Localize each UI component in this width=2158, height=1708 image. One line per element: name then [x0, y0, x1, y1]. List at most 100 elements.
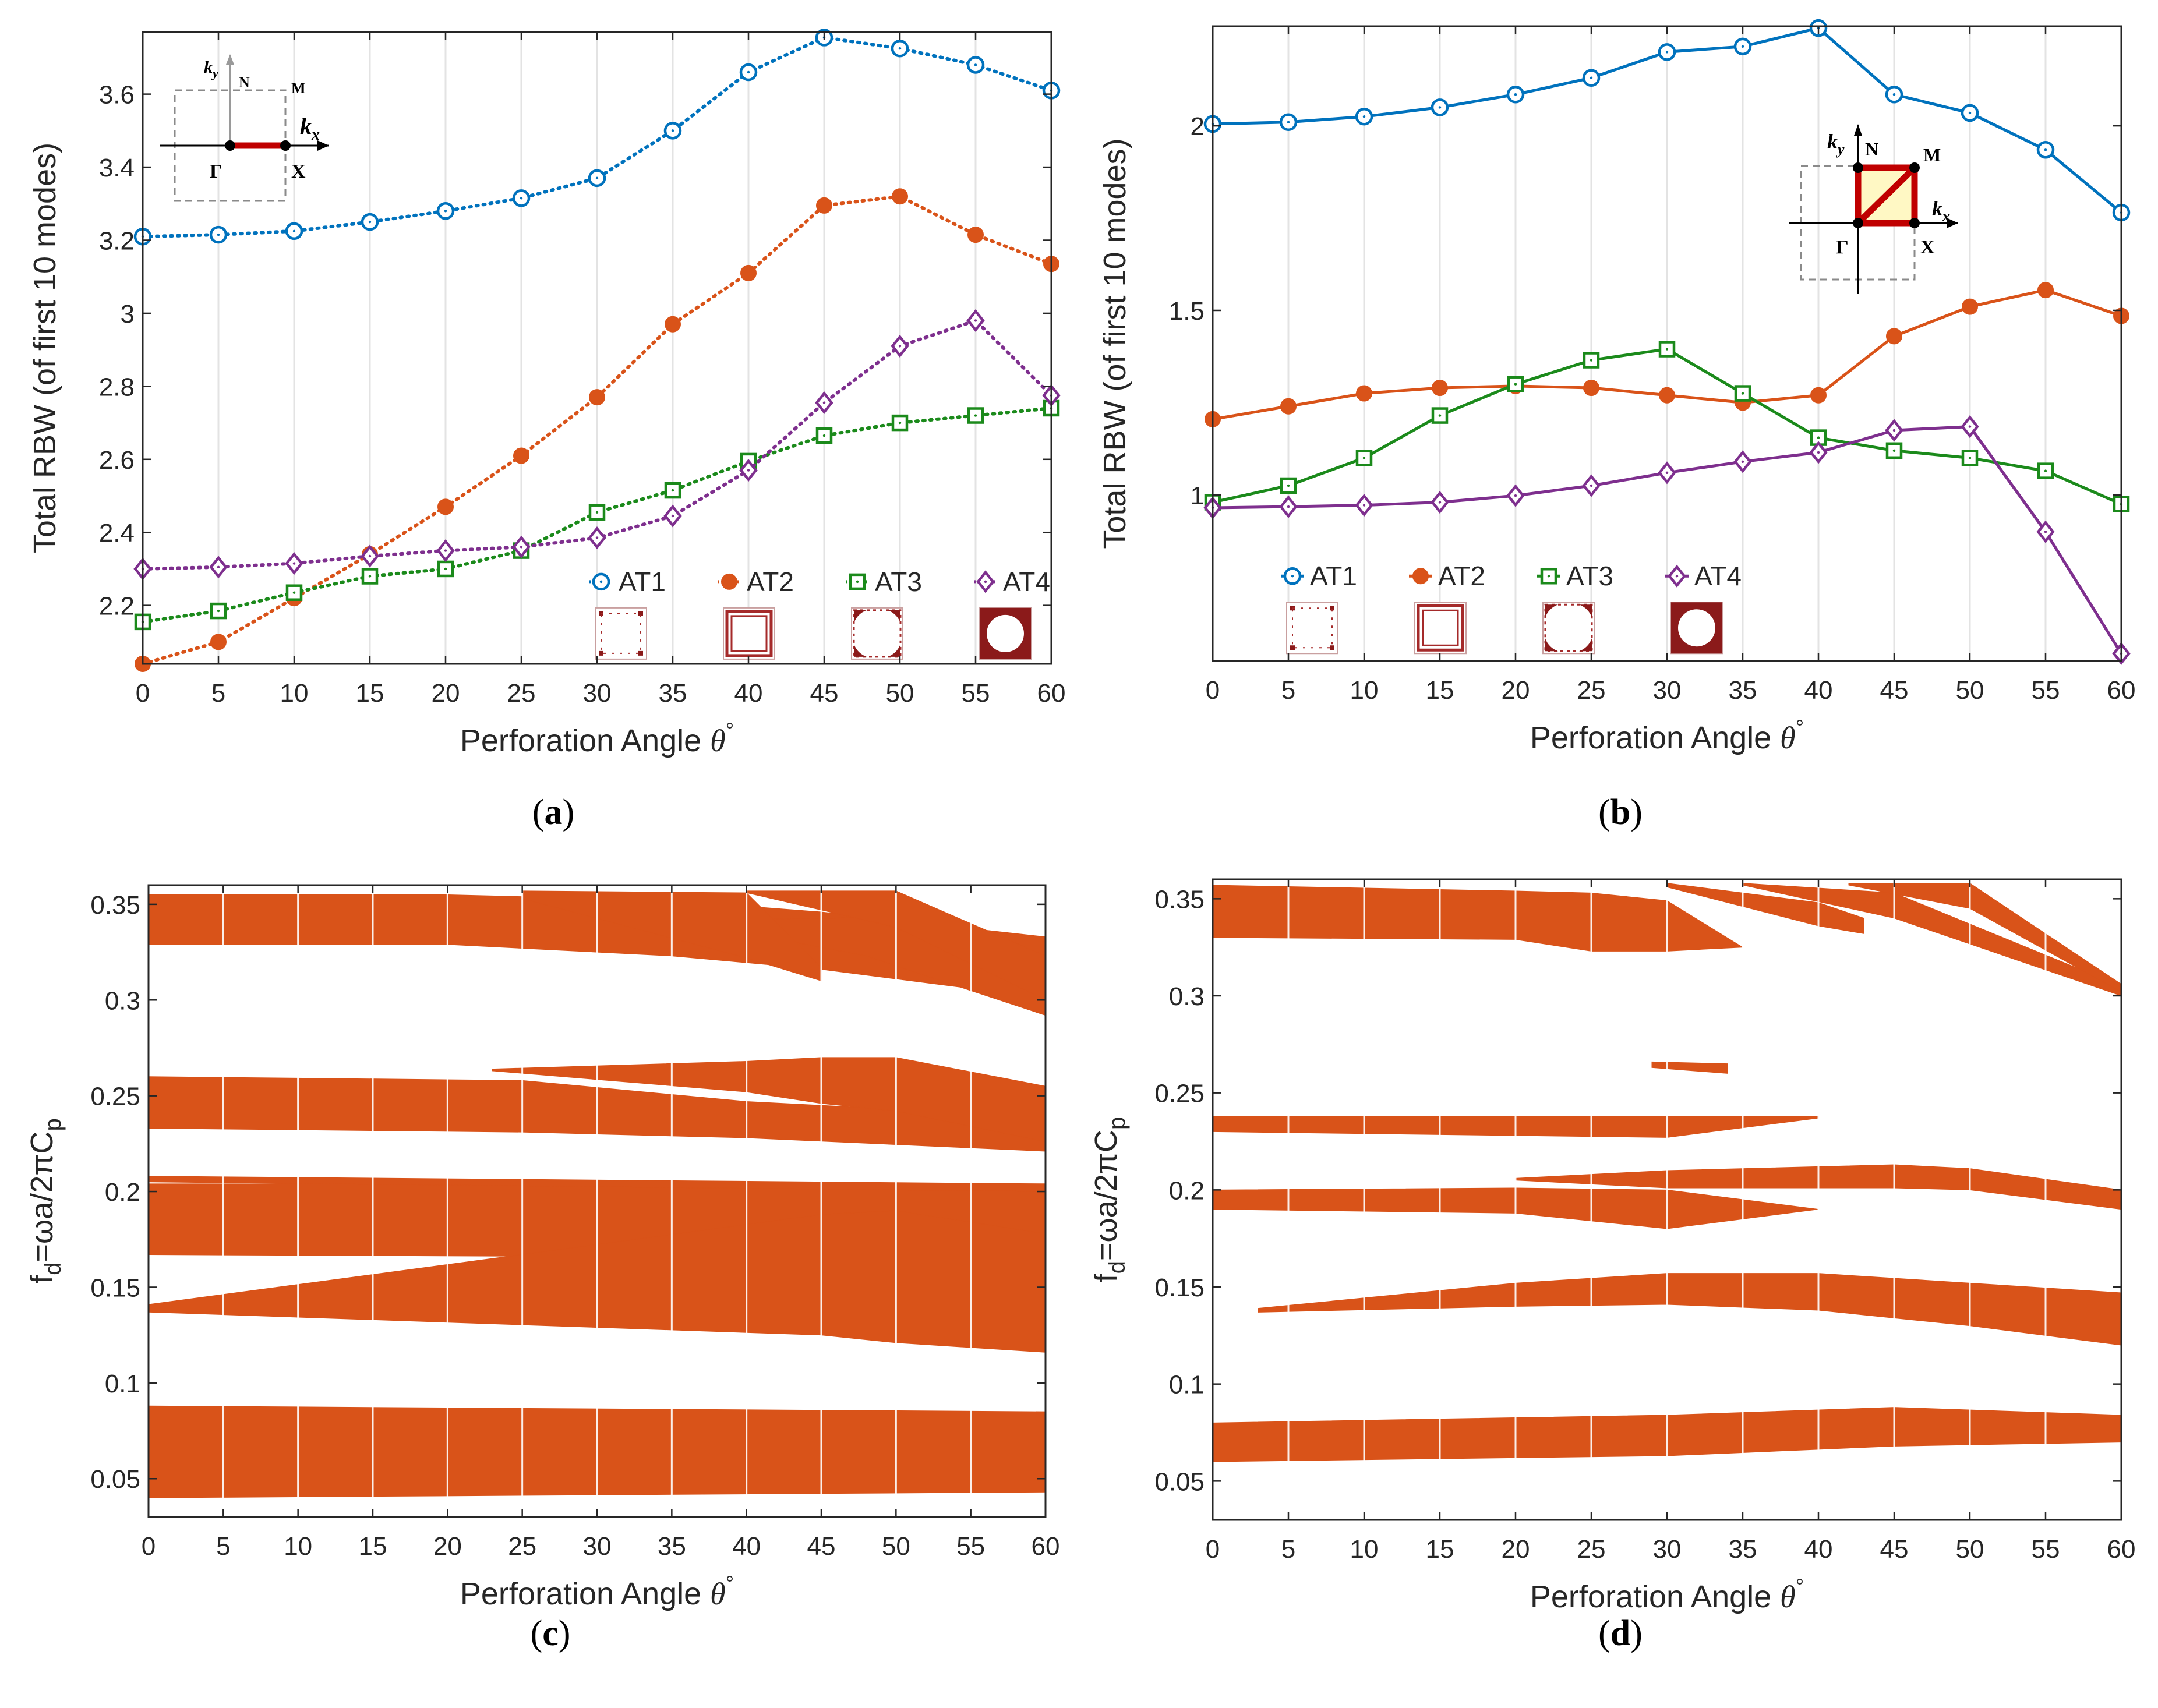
y-tick-label: 2.4	[99, 519, 135, 547]
axes-box	[1212, 878, 2122, 1521]
panel-label-close: )	[559, 1614, 571, 1653]
inset-x-label: X	[291, 161, 306, 182]
x-tick-label: 60	[2107, 1535, 2136, 1564]
x-tick-label: 25	[1577, 676, 1606, 705]
x-tick-label: 45	[1880, 676, 1909, 705]
inset-symmetry-point	[1909, 162, 1920, 173]
x-tick-label: 45	[1880, 1535, 1909, 1564]
x-tick-label: 30	[583, 679, 612, 708]
x-tick-label: 40	[1804, 1535, 1833, 1564]
panel-label: (a)	[532, 793, 574, 832]
point-at3-dot	[1665, 348, 1669, 351]
point-at1-dot	[898, 47, 902, 50]
x-tick-label: 0	[142, 1532, 156, 1561]
point-at4-dot	[1665, 471, 1669, 475]
x-axis-label-text: Perforation Angle	[1530, 1579, 1780, 1614]
point-at4-dot	[595, 536, 599, 539]
point-at3	[1507, 376, 1524, 392]
x-tick-label: 35	[659, 679, 687, 708]
x-tick-label: 20	[433, 1532, 462, 1561]
x-tick-label: 0	[1206, 1535, 1220, 1564]
point-at1-dot	[671, 129, 674, 132]
unit-cell-block	[1290, 645, 1295, 650]
y-tick-label: 0.2	[1169, 1176, 1205, 1205]
point-at4-dot	[898, 345, 902, 348]
point-at3	[361, 568, 379, 585]
point-at1-dot	[292, 229, 296, 233]
x-tick-label: 55	[2032, 676, 2060, 705]
point-at3	[2037, 462, 2054, 479]
point-at2	[1583, 380, 1599, 397]
y-tick-label: 0.2	[105, 1178, 140, 1207]
y-tick-label: 0.35	[90, 891, 140, 920]
x-tick-label: 25	[507, 679, 536, 708]
x-tick-label: 15	[1426, 1535, 1454, 1564]
y-tick-label: 2	[1191, 112, 1205, 141]
panel-label-open: (	[531, 1614, 543, 1653]
x-tick-label: 55	[2032, 1535, 2060, 1564]
legend-label-at3: AT3	[1566, 561, 1613, 591]
point-at2	[740, 264, 757, 281]
panel-label-close: )	[563, 793, 575, 832]
point-at1-dot	[1287, 121, 1290, 123]
point-at2	[513, 447, 529, 464]
x-tick-label: 20	[432, 679, 460, 708]
panel-label-close: )	[1630, 1614, 1643, 1653]
panel-label-close: )	[1630, 793, 1643, 832]
x-tick-label: 35	[658, 1532, 686, 1561]
point-at2	[1886, 328, 1902, 345]
point-at1-dot	[444, 210, 447, 213]
axes-box	[142, 31, 1052, 665]
x-axis-label: Perforation Angle θ°	[460, 1571, 734, 1611]
point-at3-dot	[1514, 383, 1517, 386]
inset-kx-sub: x	[311, 126, 320, 144]
x-tick-label: 10	[1350, 676, 1379, 705]
x-tick-label: 15	[359, 1532, 387, 1561]
point-at1-dot	[974, 63, 977, 66]
legend-label-at4: AT4	[1003, 567, 1050, 597]
x-axis-label-text: Perforation Angle	[460, 723, 710, 758]
bands	[149, 885, 1046, 1517]
point-at4-dot	[2044, 530, 2047, 533]
point-at4-dot	[1892, 429, 1896, 432]
x-tick-label: 35	[1729, 1535, 1757, 1564]
panel-label-letter: b	[1610, 793, 1630, 832]
point-at2	[665, 316, 681, 333]
point-at2	[1432, 380, 1448, 397]
point-at1-dot	[1514, 93, 1517, 96]
point-at1-dot	[595, 176, 599, 180]
panel-label-open: (	[1598, 793, 1610, 832]
y-tick-label: 0.25	[1154, 1080, 1205, 1108]
legend-marker-at2	[1412, 568, 1429, 585]
legend-label-at2: AT2	[1438, 561, 1485, 591]
unit-cell-dash	[1544, 603, 1593, 652]
x-tick-label: 30	[1653, 676, 1682, 705]
unit-cell-hole	[1678, 609, 1715, 647]
point-at2	[1356, 385, 1372, 402]
x-tick-label: 5	[211, 679, 225, 708]
point-at3-dot	[292, 591, 296, 594]
y-axis-label: fd=ωa/2πCp	[1089, 1117, 1130, 1283]
x-tick-label: 60	[2107, 676, 2136, 705]
panel-label-open: (	[1598, 1614, 1610, 1653]
x-tick-label: 40	[732, 1532, 761, 1561]
point-at4-dot	[1590, 484, 1593, 487]
y-tick-label: 2.6	[99, 446, 135, 475]
x-axis-label-text: Perforation Angle	[460, 1576, 710, 1611]
inset-ky-arrow	[1854, 124, 1862, 136]
point-at1-dot	[1590, 76, 1593, 79]
y-tick-label: 3	[121, 300, 135, 328]
y-tick-label: 0.05	[1154, 1467, 1205, 1496]
x-tick-label: 30	[583, 1532, 612, 1561]
point-at2	[589, 389, 605, 406]
point-at4-dot	[217, 565, 220, 569]
point-at4-dot	[1287, 505, 1290, 508]
point-at4-dot	[1438, 501, 1442, 504]
inset-n-label: N	[1865, 139, 1878, 160]
point-at4-dot	[368, 554, 372, 558]
x-axis-label-degree: °	[1796, 1574, 1804, 1598]
unit-cell-block	[1330, 645, 1334, 650]
x-tick-label: 25	[1577, 1535, 1606, 1564]
